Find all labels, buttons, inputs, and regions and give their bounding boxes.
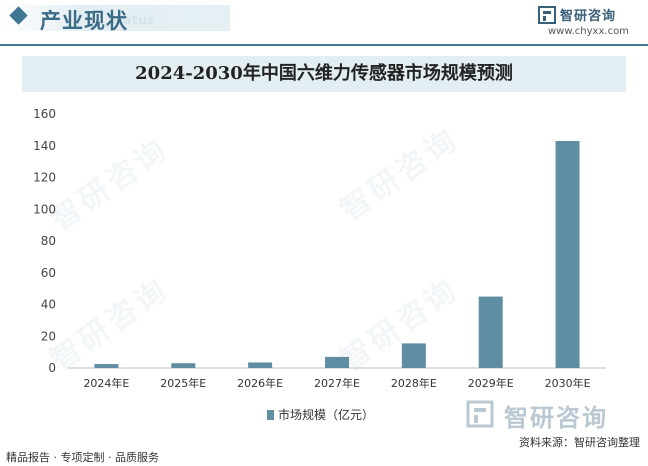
chart-legend: 市场规模（亿元） [267,404,375,422]
footer-brand-logo-icon [466,400,494,428]
x-tick-label: 2024年E [83,376,129,390]
brand-name: 智研咨询 [560,9,617,24]
y-tick-label: 120 [33,171,56,185]
footer-tagline: 精品报告 · 专项定制 · 品质服务 [6,451,159,464]
y-tick-label: 160 [33,107,56,121]
section-title: 产业现状 [40,9,128,33]
x-tick-label: 2026年E [237,376,283,390]
y-tick-label: 140 [33,139,56,153]
bar [248,362,273,368]
footer-brand-name: 智研咨询 [504,404,608,432]
y-tick-label: 40 [41,298,56,312]
x-tick-label: 2030年E [545,376,591,390]
brand-url: www.chyxx.com [548,26,629,37]
y-tick-label: 20 [41,329,56,343]
footer-brand: 智研咨询 [466,398,636,432]
bar [325,356,349,368]
bar-chart: 0 20 40 60 80 100 120 140 160 2024年E 2025年E 2026年E 2… [33,107,606,390]
bar [478,296,503,368]
section-subtitle: Status [108,13,155,27]
brand-logo-icon [538,6,556,24]
section-bar [0,5,230,31]
chart-title-banner: 2024-2030年中国六维力传感器市场规模预测 [22,56,626,92]
y-tick-label: 80 [41,234,56,248]
x-tick-label: 2025年E [160,376,206,390]
legend-label: 市场规模（亿元） [278,408,375,422]
bar [401,343,426,368]
page-header: Status 产业现状 智研咨询 www.chyxx.com [0,0,648,46]
source-note: 资料来源：智研咨询整理 [519,436,640,449]
y-tick-label: 100 [33,202,56,216]
bar [171,363,196,368]
header-divider [0,44,648,46]
x-tick-label: 2028年E [391,376,437,390]
legend-swatch [267,409,274,420]
x-tick-label: 2027年E [314,376,360,390]
brand: 智研咨询 www.chyxx.com [538,5,638,41]
x-tick-label: 2029年E [468,376,514,390]
y-tick-label: 0 [48,361,56,375]
y-tick-label: 60 [41,266,56,280]
bar [555,140,580,368]
bar [94,364,119,368]
chart-title: 2024-2030年中国六维力传感器市场规模预测 [135,63,513,84]
